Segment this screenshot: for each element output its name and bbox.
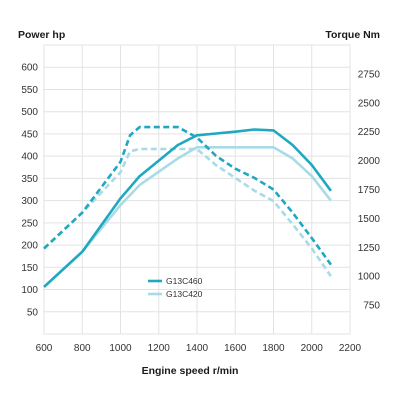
left-y-tick-label: 450 — [21, 129, 38, 140]
left-y-tick-label: 600 — [21, 63, 38, 74]
x-tick-label: 1600 — [224, 343, 247, 354]
series-line-g13c460-torque — [43, 125, 332, 266]
left-axis-title: Power hp — [18, 29, 65, 41]
x-tick-label: 1800 — [262, 343, 285, 354]
x-tick-label: 800 — [74, 343, 91, 354]
x-tick-label: 1200 — [148, 343, 171, 354]
series-lines — [43, 125, 332, 288]
series-line-g13c420-torque — [43, 147, 332, 277]
left-y-tick-label: 50 — [27, 307, 39, 318]
left-y-tick-label: 550 — [21, 85, 38, 96]
right-y-tick-labels: 750 1000 1250 1500 1750 2000 2250 2500 2750 — [358, 69, 381, 311]
right-y-tick-label: 1750 — [358, 185, 381, 196]
left-y-tick-label: 100 — [21, 285, 38, 296]
gridlines — [43, 44, 351, 335]
x-axis-title: Engine speed r/min — [142, 365, 239, 377]
series-line-g13c460-power — [43, 128, 332, 288]
left-y-tick-labels: 50 100 150 200 250 300 350 400 450 500 550 600 — [21, 63, 38, 319]
right-y-tick-label: 2250 — [358, 127, 381, 138]
legend: G13C460 G13C420 — [148, 276, 203, 299]
right-y-tick-label: 2500 — [358, 98, 381, 109]
x-tick-label: 1000 — [109, 343, 132, 354]
x-tick-label: 2000 — [301, 343, 324, 354]
left-y-tick-label: 500 — [21, 107, 38, 118]
left-y-tick-label: 150 — [21, 263, 38, 274]
legend-label: G13C420 — [166, 289, 203, 299]
x-tick-label: 600 — [36, 343, 53, 354]
series-line-g13c420-power — [43, 146, 332, 288]
left-y-tick-label: 300 — [21, 196, 38, 207]
left-y-tick-label: 350 — [21, 174, 38, 185]
x-tick-label: 1400 — [186, 343, 209, 354]
right-y-tick-label: 750 — [363, 301, 380, 312]
left-y-tick-label: 250 — [21, 218, 38, 229]
right-y-tick-label: 2750 — [358, 69, 381, 80]
right-y-tick-label: 1000 — [358, 272, 381, 283]
left-y-tick-label: 200 — [21, 241, 38, 252]
right-y-tick-label: 1500 — [358, 214, 381, 225]
right-y-tick-label: 1250 — [358, 243, 381, 254]
right-y-tick-label: 2000 — [358, 156, 381, 167]
x-tick-label: 2200 — [339, 343, 362, 354]
x-tick-labels: 600 800 1000 1200 1400 1600 1800 2000 2200 — [36, 343, 362, 354]
left-y-tick-label: 400 — [21, 152, 38, 163]
right-axis-title: Torque Nm — [325, 29, 380, 41]
legend-label: G13C460 — [166, 276, 203, 286]
